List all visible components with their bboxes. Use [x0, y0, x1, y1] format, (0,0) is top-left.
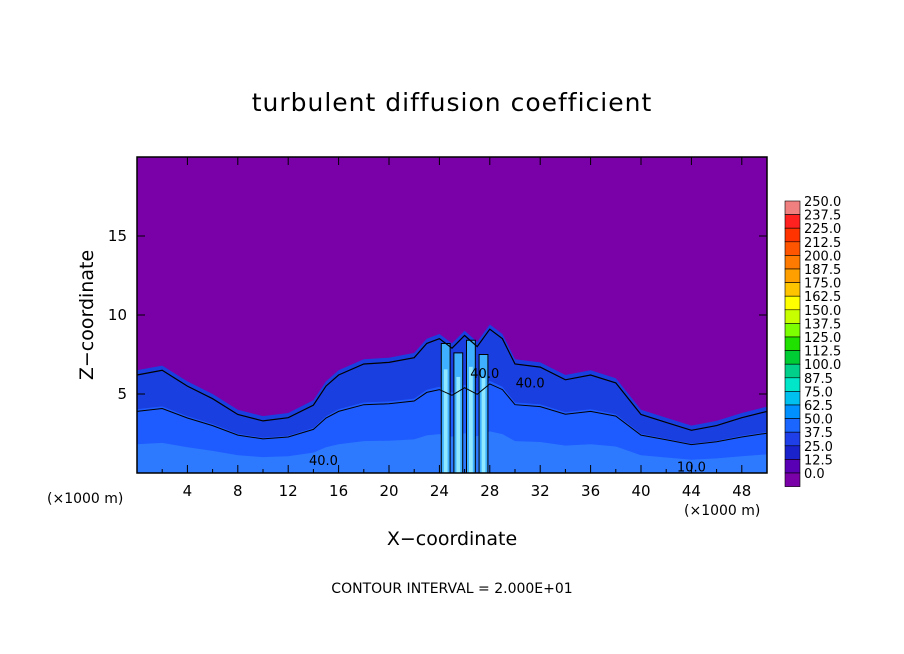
x-tick-label: 24 [430, 482, 449, 500]
colorbar-label: 225.0 [804, 222, 841, 237]
colorbar-label: 137.5 [804, 317, 841, 332]
colorbar-swatch [784, 241, 801, 256]
turbulent-near-surface [137, 431, 767, 473]
colorbar-label: 212.5 [804, 236, 841, 251]
x-tick-label: 16 [329, 482, 348, 500]
colorbar-label: 175.0 [804, 277, 841, 292]
colorbar-label: 187.5 [804, 263, 841, 278]
colorbar-label: 0.0 [804, 467, 825, 482]
x-tick-label: 36 [581, 482, 600, 500]
core-column-peak [456, 376, 461, 473]
y-tick-labels: 5 10 15 [108, 227, 127, 403]
x-tick-label: 12 [279, 482, 298, 500]
y-axis-label: Z−coordinate [76, 250, 98, 380]
contour-line [453, 352, 464, 473]
contour-lines [136, 328, 768, 473]
colorbar-swatch [784, 336, 801, 351]
colorbar-swatch [784, 214, 801, 229]
x-tick-labels: 4 8 12 16 20 24 28 32 36 40 44 48 [183, 482, 752, 500]
colorbar-swatch [784, 472, 801, 487]
contour-interval-note: CONTOUR INTERVAL = 2.000E+01 [331, 581, 572, 597]
x-tick-label: 48 [732, 482, 751, 500]
core-column-peak [469, 366, 473, 473]
colorbar-label: 75.0 [804, 385, 833, 400]
contour-line [478, 354, 489, 473]
colorbar-label: 112.5 [804, 345, 841, 360]
tick-marks [137, 157, 767, 473]
colorbar-swatch [784, 377, 801, 392]
x-tick-label: 40 [631, 482, 650, 500]
colorbar-swatch [784, 323, 801, 338]
contour-line [440, 342, 451, 473]
colorbar-swatch [784, 391, 801, 406]
contour-line [136, 328, 768, 431]
colorbar-swatch [784, 227, 801, 243]
contour-label: 40.0 [470, 367, 499, 382]
y-tick-label: 10 [108, 306, 127, 324]
contour-labels: 40.040.040.010.0 [309, 367, 706, 475]
colorbar-label: 250.0 [804, 195, 841, 210]
x-unit-label-right: (×1000 m) [684, 503, 760, 519]
core-column-peak [481, 378, 486, 473]
contour-line [136, 383, 768, 446]
colorbar-label: 25.0 [804, 440, 833, 455]
colorbar-label: 150.0 [804, 304, 841, 319]
core-column-peak [443, 369, 448, 473]
colorbar-swatch [784, 255, 801, 270]
x-axis-label: X−coordinate [387, 528, 517, 550]
colorbar-label: 125.0 [804, 331, 841, 346]
chart-title: turbulent diffusion coefficient [252, 88, 653, 117]
x-tick-label: 28 [480, 482, 499, 500]
turbulence-field [137, 324, 767, 473]
colorbar-label: 62.5 [804, 399, 833, 414]
colorbar-swatch [784, 282, 801, 297]
colorbar-swatch [784, 268, 801, 283]
colorbar: 250.0237.5225.0212.5200.0187.5175.0162.5… [784, 195, 841, 487]
y-tick-label: 5 [117, 385, 127, 403]
x-tick-label: 4 [183, 482, 193, 500]
contour-line [465, 339, 476, 473]
plot-area: 40.040.040.010.0 [136, 156, 768, 475]
colorbar-swatch [784, 350, 801, 365]
y-tick-label: 15 [108, 227, 127, 245]
colorbar-swatch [784, 459, 801, 474]
colorbar-label: 50.0 [804, 413, 833, 428]
colorbar-label: 12.5 [804, 453, 833, 468]
contour-label: 40.0 [516, 377, 545, 392]
contour-label: 40.0 [309, 454, 338, 469]
colorbar-swatch [784, 404, 801, 419]
colorbar-swatch [784, 418, 801, 433]
x-unit-label-left: (×1000 m) [47, 491, 123, 507]
colorbar-label: 162.5 [804, 290, 841, 305]
colorbar-label: 37.5 [804, 426, 833, 441]
colorbar-label: 87.5 [804, 372, 833, 387]
colorbar-swatch [784, 445, 801, 460]
colorbar-swatch [784, 309, 801, 324]
colorbar-swatch [784, 200, 801, 215]
colorbar-label: 200.0 [804, 249, 841, 264]
x-tick-label: 44 [682, 482, 701, 500]
x-tick-label: 32 [531, 482, 550, 500]
x-tick-label: 20 [379, 482, 398, 500]
colorbar-swatch [784, 295, 801, 311]
colorbar-swatch [784, 363, 801, 379]
colorbar-swatch [784, 431, 801, 447]
colorbar-label: 237.5 [804, 209, 841, 224]
x-tick-label: 8 [233, 482, 243, 500]
colorbar-label: 100.0 [804, 358, 841, 373]
